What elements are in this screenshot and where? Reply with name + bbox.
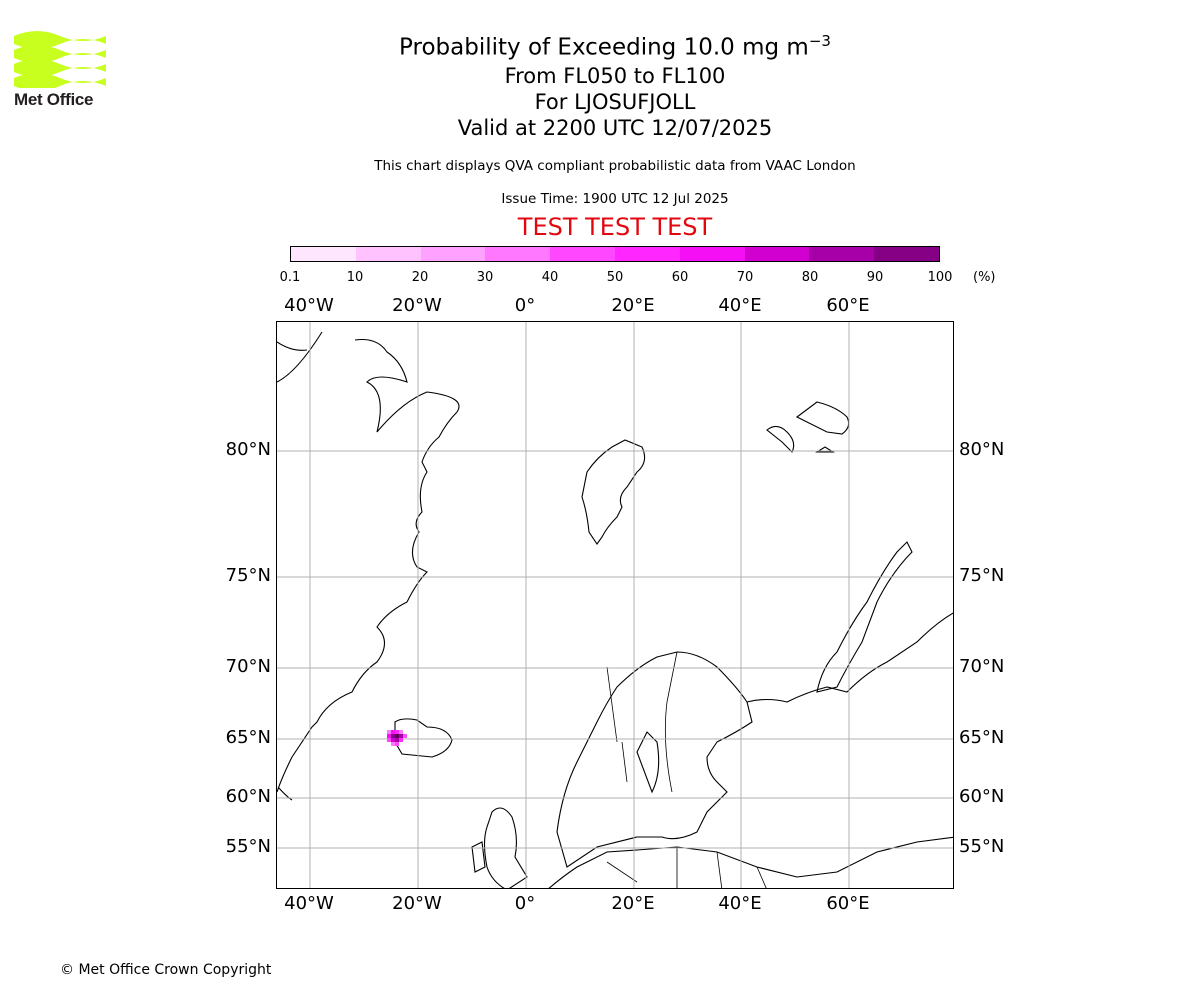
met-office-logo: Met Office <box>14 30 106 110</box>
iceland-coast <box>394 718 453 758</box>
colorbar-tick-label: 30 <box>476 270 494 285</box>
map <box>277 322 953 888</box>
graticule-label: 0° <box>514 893 536 914</box>
flight-levels: From FL050 to FL100 <box>504 63 726 88</box>
copyright: © Met Office Crown Copyright <box>60 962 272 978</box>
plume-cell <box>391 742 395 746</box>
plume-cell <box>395 734 399 738</box>
plume-cell <box>391 738 395 742</box>
colorbar-segment <box>874 247 939 261</box>
title-exponent: −3 <box>808 32 831 50</box>
graticule-label: 40°E <box>718 893 762 914</box>
plume-cell <box>395 738 399 742</box>
parallels <box>277 450 953 849</box>
valid-time: Valid at 2200 UTC 12/07/2025 <box>457 115 773 140</box>
plume-cell <box>395 742 399 746</box>
colorbar-tick-label: 0.1 <box>279 270 301 285</box>
plume-cell <box>391 730 395 734</box>
map-frame <box>276 321 954 889</box>
plume-cell <box>395 730 399 734</box>
franz-josef-coast <box>766 401 850 453</box>
plume-cell <box>391 734 395 738</box>
novaya-zemlya-coast <box>816 541 913 693</box>
svalbard-coast <box>581 439 646 545</box>
coastlines <box>277 331 953 888</box>
plume-cell <box>399 738 403 742</box>
colorbar-segment <box>485 247 551 261</box>
graticule-label: 70°N <box>225 656 271 677</box>
plume-cell <box>387 734 391 738</box>
graticule-label: 75°N <box>225 565 271 586</box>
graticule-label: 80°N <box>225 439 271 460</box>
plume-cell <box>387 730 391 734</box>
graticule-label: 40°W <box>284 893 334 914</box>
graticule-label: 0° <box>514 295 536 316</box>
colorbar-tick-label: 20 <box>411 270 429 285</box>
colorbar-tick-label: 40 <box>541 270 559 285</box>
colorbar-unit: (%) <box>973 270 996 285</box>
graticule-label: 65°N <box>959 727 1005 748</box>
colorbar-segment <box>809 247 875 261</box>
graticule-label: 60°E <box>826 295 870 316</box>
graticule-label: 55°N <box>959 836 1005 857</box>
colorbar-tick-label: 10 <box>346 270 364 285</box>
graticule-label: 75°N <box>959 565 1005 586</box>
location: For LJOSUFJOLL <box>534 89 696 114</box>
plume-cell <box>399 734 403 738</box>
borders <box>606 651 767 888</box>
plume-cell <box>399 730 403 734</box>
graticule-label: 60°N <box>959 786 1005 807</box>
graticule-label: 60°N <box>225 786 271 807</box>
british-isles-coast <box>471 807 528 888</box>
graticule-label: 40°W <box>284 295 334 316</box>
scandinavia-coast <box>556 651 753 868</box>
meridians <box>309 322 850 888</box>
logo-text: Met Office <box>14 90 94 109</box>
colorbar-segment <box>420 247 486 261</box>
colorbar-segment <box>614 247 680 261</box>
test-banner: TEST TEST TEST <box>517 213 713 241</box>
graticule-label: 55°N <box>225 836 271 857</box>
graticule-label: 80°N <box>959 439 1005 460</box>
colorbar-tick-label: 60 <box>671 270 689 285</box>
title-main: Probability of Exceeding 10.0 mg m <box>399 34 809 61</box>
graticule-label: 60°E <box>826 893 870 914</box>
colorbar-tick-label: 90 <box>866 270 884 285</box>
colorbar-segment <box>679 247 745 261</box>
graticule-label: 40°E <box>718 295 762 316</box>
colorbar-segment <box>291 247 356 261</box>
chart-title-block: Probability of Exceeding 10.0 mg m−3 Fro… <box>0 26 1200 141</box>
graticule-label: 65°N <box>225 727 271 748</box>
plume-cell <box>403 734 407 738</box>
graticule-label: 20°W <box>392 295 442 316</box>
compliance-note: This chart displays QVA compliant probab… <box>374 158 856 174</box>
met-office-wave-icon <box>14 31 106 88</box>
plume-cell <box>387 738 391 742</box>
russia-north-coast <box>746 612 953 703</box>
graticule-label: 70°N <box>959 656 1005 677</box>
colorbar-tick-label: 80 <box>801 270 819 285</box>
colorbar-segment <box>550 247 615 261</box>
colorbar-tick-label: 100 <box>927 270 953 285</box>
greenland-coast <box>277 331 460 801</box>
colorbar-tick-label: 70 <box>736 270 754 285</box>
colorbar-segment <box>744 247 810 261</box>
graticule-label: 20°E <box>611 893 655 914</box>
issue-time: Issue Time: 1900 UTC 12 Jul 2025 <box>501 191 729 207</box>
europe-coast <box>548 836 953 888</box>
graticule-label: 20°W <box>392 893 442 914</box>
colorbar-tick-label: 50 <box>606 270 624 285</box>
colorbar-segment <box>355 247 421 261</box>
ash-probability-plume <box>387 730 407 746</box>
colorbar <box>290 246 940 262</box>
chart-title: Probability of Exceeding 10.0 mg m−3 <box>0 26 1200 63</box>
graticule-label: 20°E <box>611 295 655 316</box>
